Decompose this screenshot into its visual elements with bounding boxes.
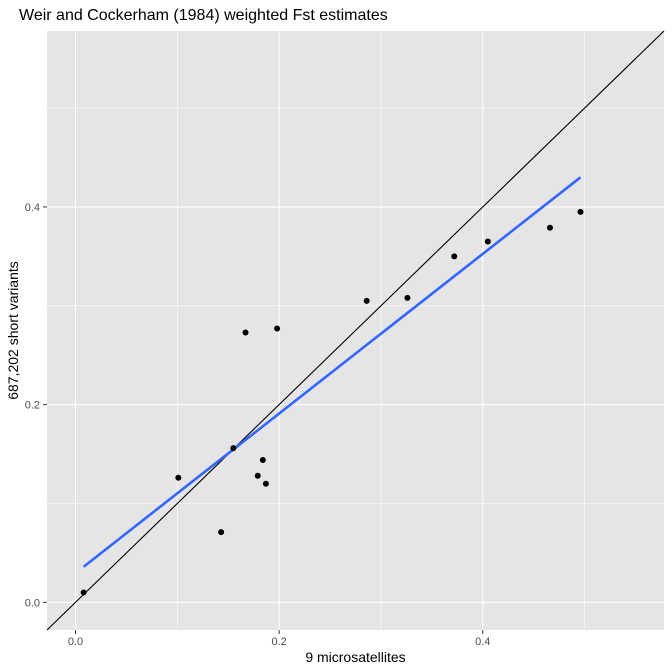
- data-point: [242, 329, 249, 336]
- major-gridlines: [47, 31, 664, 630]
- data-point: [254, 472, 261, 479]
- data-point: [259, 456, 266, 463]
- identity-line: [46, 30, 665, 631]
- plot-panel: [46, 30, 665, 631]
- y-axis-title: 687,202 short variants: [5, 261, 21, 400]
- data-point: [451, 253, 458, 260]
- data-point: [80, 589, 87, 596]
- y-tick-label: 0.4: [25, 202, 40, 214]
- data-point: [262, 480, 269, 487]
- data-point: [363, 297, 370, 304]
- data-point: [577, 208, 584, 215]
- regression-line: [82, 176, 582, 568]
- x-tick-label: 0.2: [271, 636, 286, 648]
- y-axis: 0.0 0.2 0.4: [25, 202, 47, 609]
- data-point: [230, 445, 237, 452]
- data-point: [404, 294, 411, 301]
- chart-title: Weir and Cockerham (1984) weighted Fst e…: [19, 7, 388, 24]
- y-tick-label: 0.2: [25, 400, 40, 412]
- x-axis-title: 9 microsatellites: [305, 649, 405, 665]
- reference-lines: [46, 30, 665, 631]
- data-point: [175, 474, 182, 481]
- minor-gridlines: [47, 31, 664, 630]
- data-point: [274, 325, 281, 332]
- x-axis: 0.0 0.2 0.4: [68, 630, 490, 648]
- data-points: [80, 208, 584, 596]
- y-tick-label: 0.0: [25, 597, 40, 609]
- data-point: [484, 238, 491, 245]
- x-tick-label: 0.4: [475, 636, 490, 648]
- data-point: [546, 224, 553, 231]
- data-point: [218, 529, 225, 536]
- x-tick-label: 0.0: [68, 636, 83, 648]
